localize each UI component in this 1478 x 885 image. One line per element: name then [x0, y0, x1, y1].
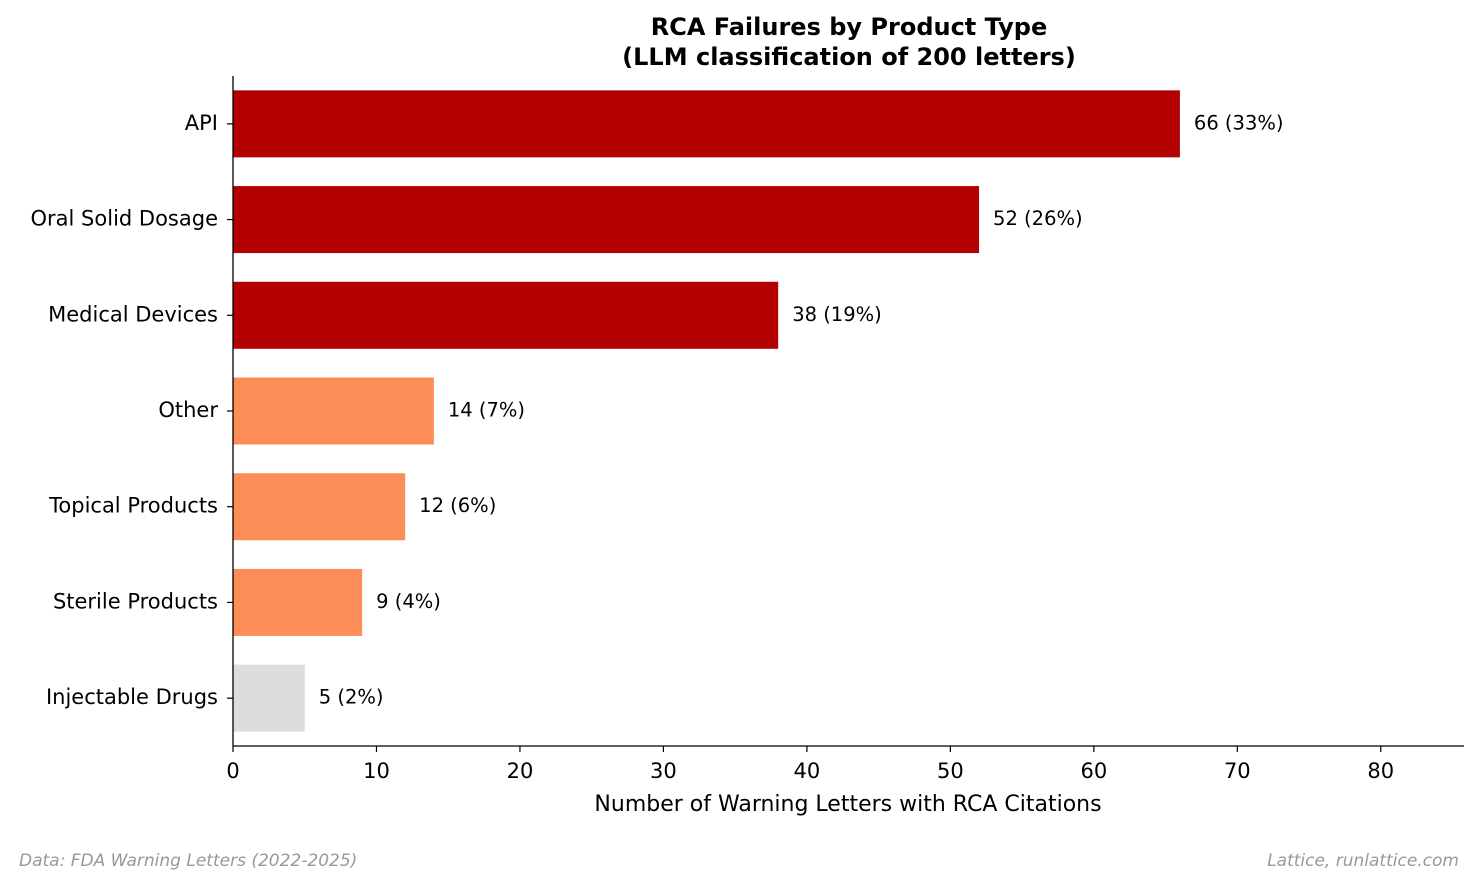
y-axis-category-labels: API Oral Solid Dosage Medical Devices Other…: [31, 111, 233, 709]
x-axis-ticks: 0 10 20 30 40 50 60 70 80: [226, 746, 1394, 783]
data-label-medical-devices: 38 (19%): [792, 303, 882, 326]
x-tick-label: 50: [937, 759, 964, 783]
y-tick-label-medical-devices: Medical Devices: [48, 302, 218, 326]
x-tick-label: 60: [1080, 759, 1107, 783]
data-label-other: 14 (7%): [448, 399, 525, 422]
x-tick-label: 10: [363, 759, 390, 783]
x-tick-label: 70: [1224, 759, 1251, 783]
y-tick-label-api: API: [185, 111, 218, 135]
bar-api: [233, 90, 1180, 158]
data-label-injectable-drugs: 5 (2%): [319, 686, 384, 709]
bar-medical-devices: [233, 281, 779, 349]
bar-topical-products: [233, 473, 406, 541]
chart-subtitle: (LLM classification of 200 letters): [622, 43, 1076, 71]
data-label-oral-solid-dosage: 52 (26%): [993, 207, 1083, 230]
bar-oral-solid-dosage: [233, 186, 980, 254]
x-tick-label: 80: [1367, 759, 1394, 783]
credit-note: Lattice, runlattice.com: [1267, 851, 1459, 871]
data-label-sterile-products: 9 (4%): [376, 590, 441, 613]
data-source-note: Data: FDA Warning Letters (2022-2025): [19, 851, 357, 871]
bar-sterile-products: [233, 568, 363, 636]
bar-injectable-drugs: [233, 664, 305, 732]
bar-other: [233, 377, 434, 445]
x-tick-label: 40: [794, 759, 821, 783]
y-tick-label-topical-products: Topical Products: [48, 494, 218, 518]
bars-layer: [233, 90, 1180, 732]
chart-title: RCA Failures by Product Type: [651, 13, 1048, 41]
y-tick-label-injectable-drugs: Injectable Drugs: [46, 685, 218, 709]
y-tick-label-oral-solid-dosage: Oral Solid Dosage: [31, 207, 218, 231]
value-labels-layer: 66 (33%) 52 (26%) 38 (19%) 14 (7%) 12 (6%) 9 …: [319, 111, 1284, 708]
y-tick-label-other: Other: [158, 398, 218, 422]
x-tick-label: 0: [226, 759, 239, 783]
y-tick-label-sterile-products: Sterile Products: [53, 589, 218, 613]
data-label-topical-products: 12 (6%): [419, 494, 496, 517]
x-tick-label: 30: [650, 759, 677, 783]
x-axis-label: Number of Warning Letters with RCA Citat…: [594, 792, 1101, 817]
data-label-api: 66 (33%): [1194, 111, 1284, 134]
x-tick-label: 20: [507, 759, 534, 783]
